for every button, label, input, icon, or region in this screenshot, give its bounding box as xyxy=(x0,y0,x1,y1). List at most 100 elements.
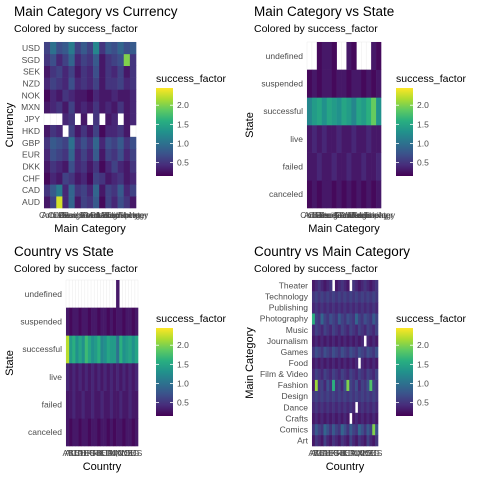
heatmap-cell xyxy=(314,401,319,414)
heatmap-cell xyxy=(99,125,106,138)
heatmap-cell xyxy=(112,335,117,364)
heatmap-cell xyxy=(341,125,347,153)
heatmap-cell xyxy=(375,346,379,358)
heatmap-cell xyxy=(87,418,92,447)
heatmap-cell xyxy=(86,42,94,55)
heatmap-cell xyxy=(105,172,112,185)
heatmap-cell xyxy=(331,180,337,209)
heatmap-cell xyxy=(123,196,131,209)
heatmap-cell xyxy=(75,363,79,391)
x-tick-label: NL xyxy=(357,448,368,458)
y-tick-label: JPY xyxy=(24,114,40,124)
heatmap-cell xyxy=(74,53,82,67)
x-tick-label: Music xyxy=(348,210,371,220)
heatmap-cell xyxy=(323,412,327,425)
heatmap-cell xyxy=(361,125,367,153)
legend-tick-label: 2.0 xyxy=(177,340,189,350)
color-legend: success_factor 2.0 1.5 1.0 0.5 xyxy=(156,73,227,176)
heatmap-cell xyxy=(123,77,131,90)
heatmap-cell xyxy=(312,302,316,314)
heatmap-cell xyxy=(337,302,341,314)
x-tick-label: Crafts xyxy=(308,210,331,220)
heatmap-cell xyxy=(375,313,379,325)
heatmap-cell xyxy=(117,184,125,197)
heatmap-cell xyxy=(321,125,328,153)
heatmap-cell xyxy=(366,280,370,292)
heatmap-cell xyxy=(361,180,367,209)
y-tick-label: undefined xyxy=(266,51,304,61)
heatmap-cell xyxy=(119,363,123,391)
heatmap-cell xyxy=(357,313,362,325)
x-axis-title: Main Category xyxy=(308,223,380,235)
heatmap-cell xyxy=(69,307,73,336)
color-legend: success_factor 2.0 1.5 1.0 0.5 xyxy=(396,313,467,416)
heatmap-cell xyxy=(117,160,125,173)
heatmap-cell xyxy=(78,390,82,419)
heatmap-cell xyxy=(343,401,347,414)
heatmap-cell xyxy=(50,53,57,67)
y-tick-label: Design xyxy=(282,391,309,401)
heatmap-cell xyxy=(329,346,333,358)
heatmap-cell xyxy=(329,313,333,325)
heatmap-cell xyxy=(44,196,51,209)
heatmap-cell xyxy=(320,280,324,292)
heatmap-cell xyxy=(62,101,69,114)
heatmap-cell xyxy=(123,160,131,173)
heatmap-cell xyxy=(340,412,344,425)
heatmap-cell xyxy=(334,302,339,314)
heatmap-cell xyxy=(111,136,118,150)
x-tick-label: Food xyxy=(80,210,100,220)
heatmap-cell xyxy=(326,412,330,425)
heatmap-cell xyxy=(307,152,313,181)
heatmap-cells xyxy=(312,280,379,447)
heatmap-cell xyxy=(376,180,382,209)
heatmap-cell xyxy=(314,346,319,358)
x-tick-label: CH xyxy=(319,448,331,458)
heatmap-cell xyxy=(375,335,379,347)
heatmap-cell xyxy=(357,390,362,403)
x-tick-label: Publishing xyxy=(101,210,140,220)
heatmap-cell xyxy=(129,53,137,67)
x-tick-label: Dance xyxy=(53,210,78,220)
heatmap-cell xyxy=(128,335,133,364)
heatmap-cells xyxy=(307,42,382,209)
heatmap-cell xyxy=(332,412,336,425)
legend-tick-label: 0.5 xyxy=(417,158,429,168)
heatmap-cell xyxy=(320,434,324,447)
heatmap-cell xyxy=(84,418,89,447)
heatmap-cell xyxy=(366,412,370,425)
heatmap-cell xyxy=(375,291,379,303)
heatmap-cell xyxy=(326,152,332,181)
heatmap-cell xyxy=(44,65,51,78)
heatmap-cell xyxy=(81,307,86,336)
heatmap-cell xyxy=(68,89,75,102)
heatmap-cell xyxy=(56,196,63,209)
heatmap-cell xyxy=(99,65,106,78)
heatmap-cell xyxy=(349,423,353,436)
chart-subtitle: Colored by success_factor xyxy=(14,23,138,35)
heatmap-cell xyxy=(123,101,131,114)
x-tick-label: N,0" xyxy=(351,448,367,458)
heatmap-cell xyxy=(376,69,382,98)
legend-colorbar xyxy=(396,328,413,416)
chart-panel-3: Country vs State Colored by success_facto… xyxy=(4,244,227,473)
heatmap-cell xyxy=(117,101,125,114)
heatmap-cell xyxy=(122,307,126,336)
heatmap-cell xyxy=(340,423,344,436)
y-tick-label: EUR xyxy=(22,150,40,160)
heatmap-cell xyxy=(355,346,359,358)
heatmap-cell xyxy=(366,125,372,153)
y-tick-label: AUD xyxy=(22,197,40,207)
heatmap-cell xyxy=(321,180,328,209)
heatmap-cell xyxy=(80,77,88,90)
heatmap-cell xyxy=(337,357,341,369)
heatmap-cell xyxy=(332,346,336,358)
heatmap-cell xyxy=(360,335,364,347)
heatmap-cell xyxy=(86,53,94,67)
heatmap-cell xyxy=(360,302,364,314)
heatmap-cell xyxy=(84,363,89,391)
heatmap-cell xyxy=(94,335,98,364)
chart-subtitle: Colored by success_factor xyxy=(254,23,378,35)
x-tick-label: Comics xyxy=(39,210,67,220)
heatmap-cell xyxy=(371,152,377,181)
